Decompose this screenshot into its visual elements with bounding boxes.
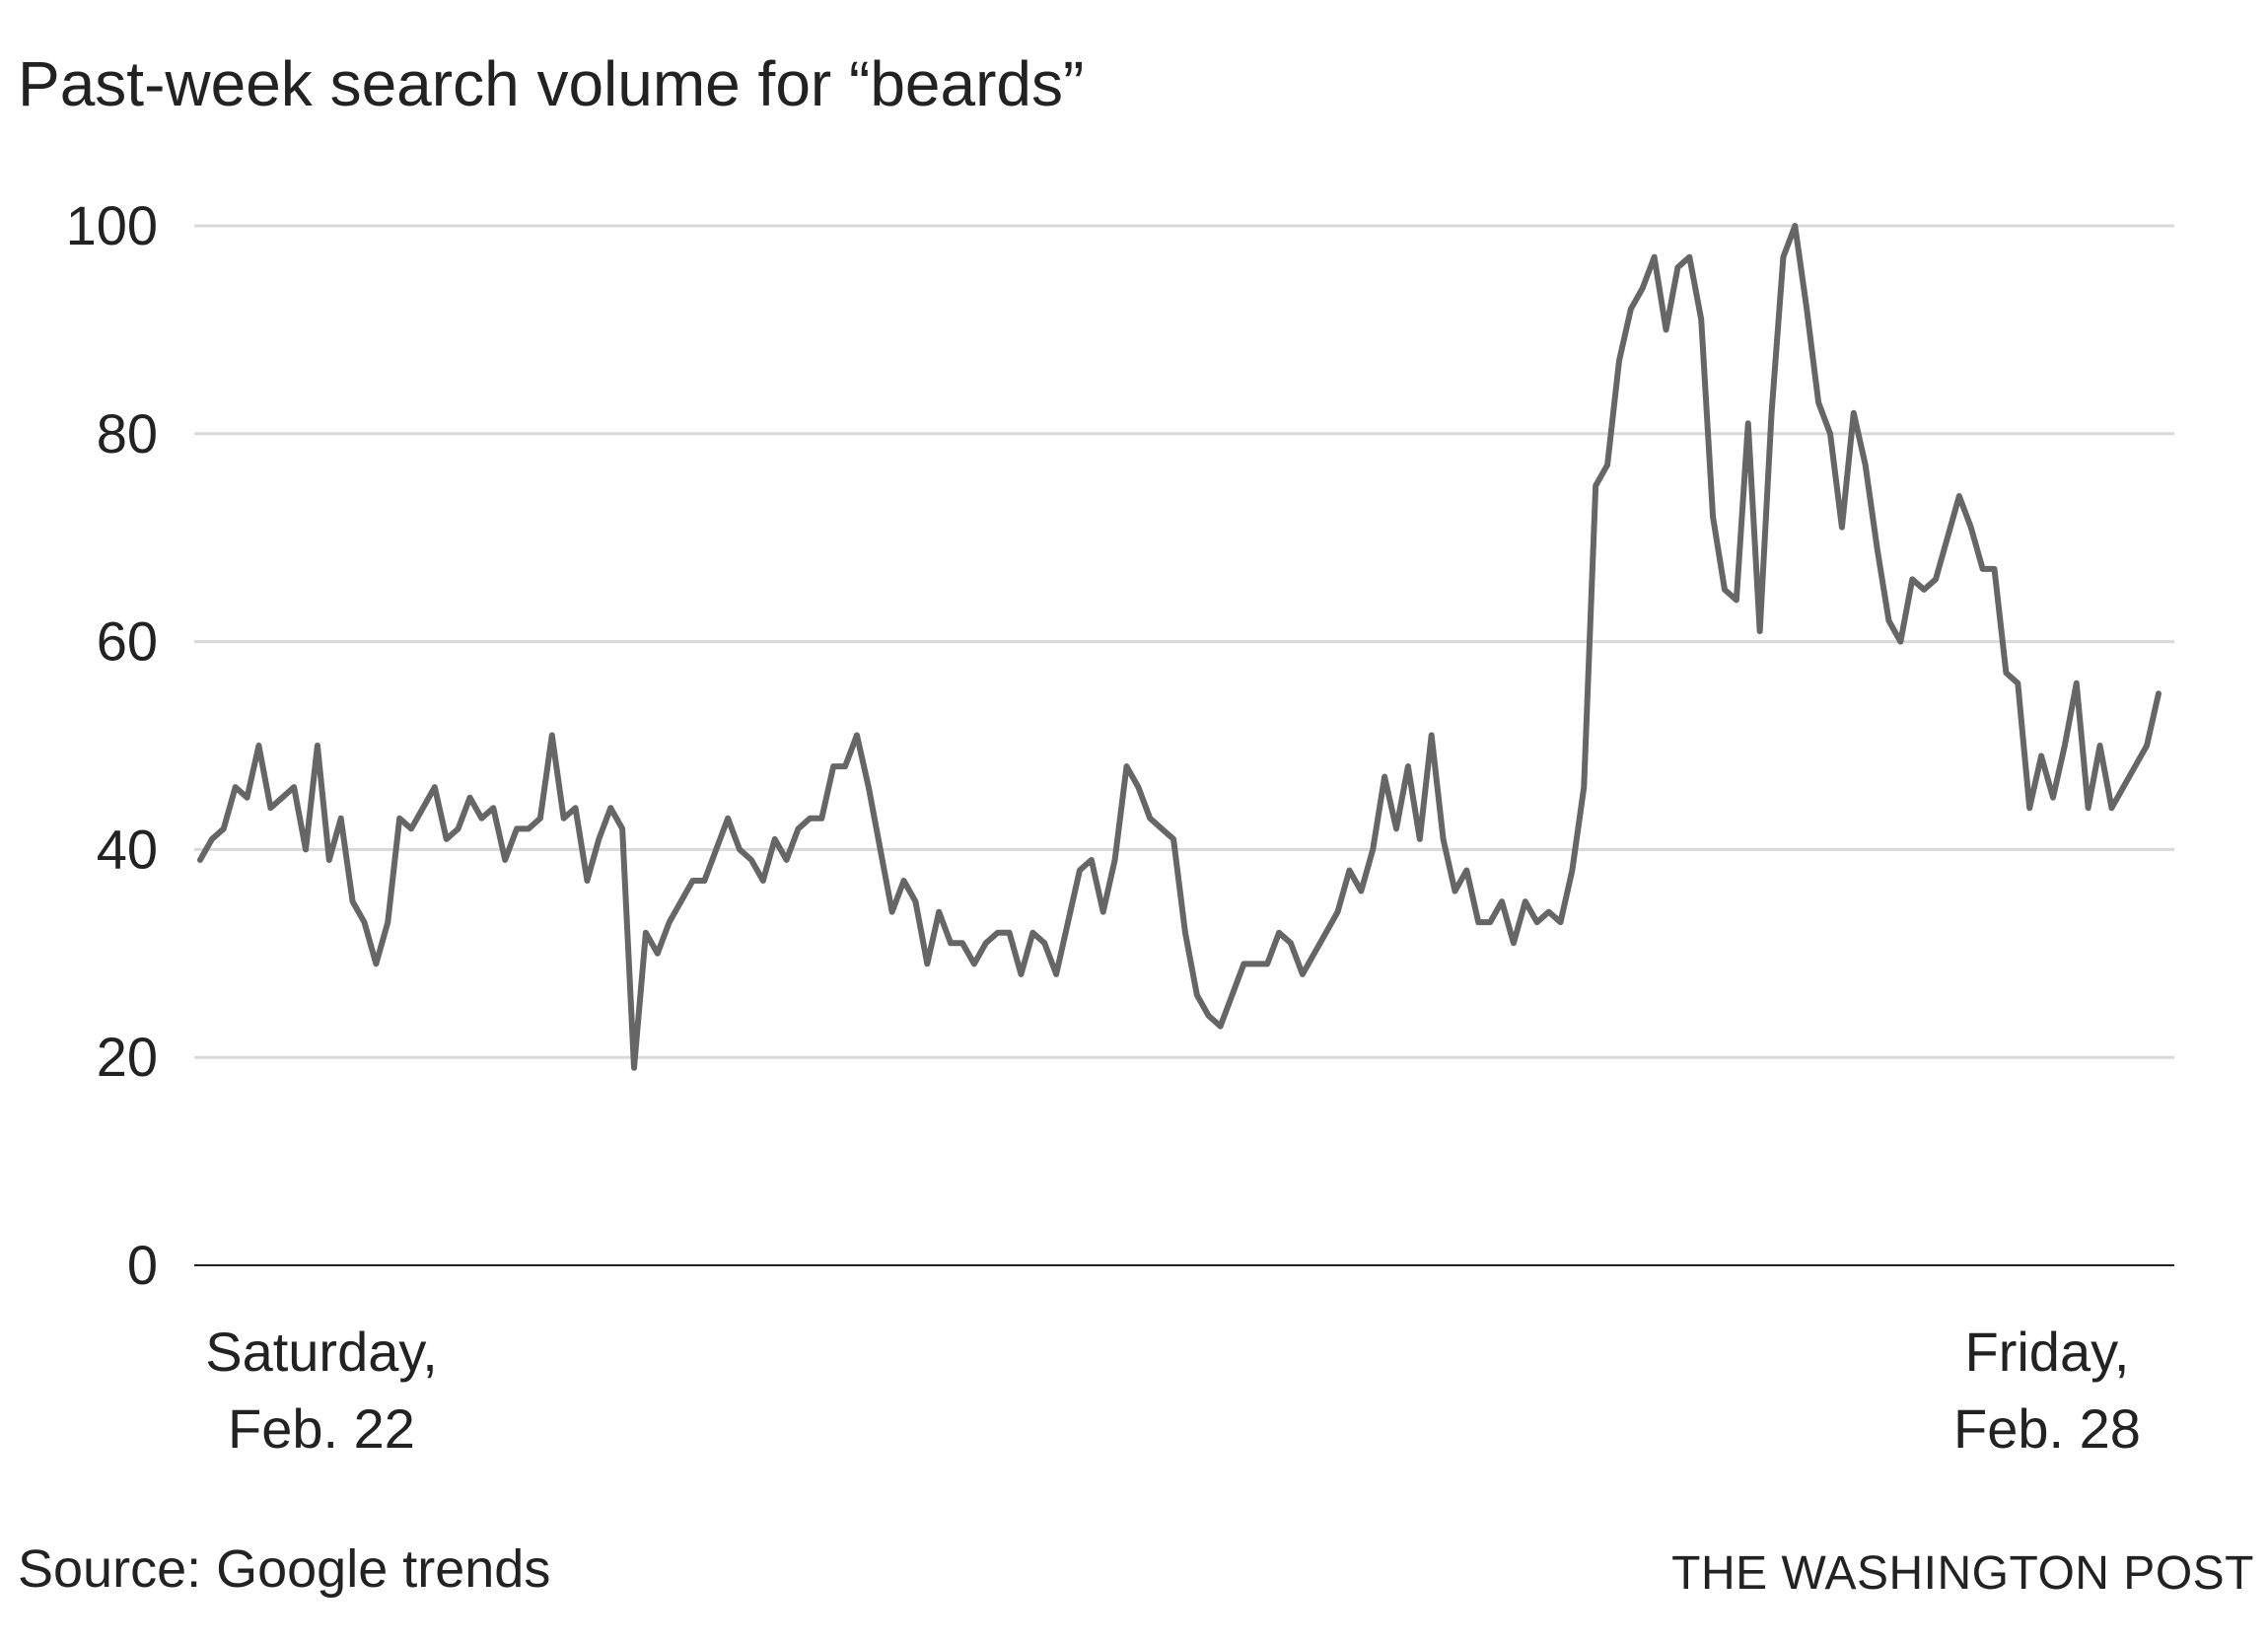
x-tick-label-day: Saturday, bbox=[205, 1321, 438, 1383]
x-tick-label-date: Feb. 22 bbox=[228, 1397, 415, 1460]
y-tick-label: 80 bbox=[97, 402, 158, 465]
chart-title: Past-week search volume for “beards” bbox=[18, 48, 1085, 119]
gridlines bbox=[194, 224, 2174, 1266]
y-tick-label: 40 bbox=[97, 818, 158, 880]
y-tick-label: 20 bbox=[97, 1026, 158, 1088]
y-tick-label: 0 bbox=[127, 1234, 158, 1296]
series-line-group bbox=[197, 223, 2162, 1071]
series-line-beards bbox=[197, 223, 2162, 1071]
source-note: Source: Google trends bbox=[18, 1539, 551, 1599]
y-tick-labels: 0 20 40 60 80 100 bbox=[66, 194, 158, 1296]
y-tick-label: 100 bbox=[66, 194, 158, 256]
x-tick-label-day: Friday, bbox=[1965, 1321, 2130, 1383]
y-tick-label: 60 bbox=[97, 610, 158, 673]
publisher-credit: THE WASHINGTON POST bbox=[1671, 1547, 2254, 1600]
x-tick-labels: Saturday, Feb. 22 Friday, Feb. 28 bbox=[205, 1321, 2141, 1460]
x-tick-label-date: Feb. 28 bbox=[1953, 1397, 2141, 1460]
